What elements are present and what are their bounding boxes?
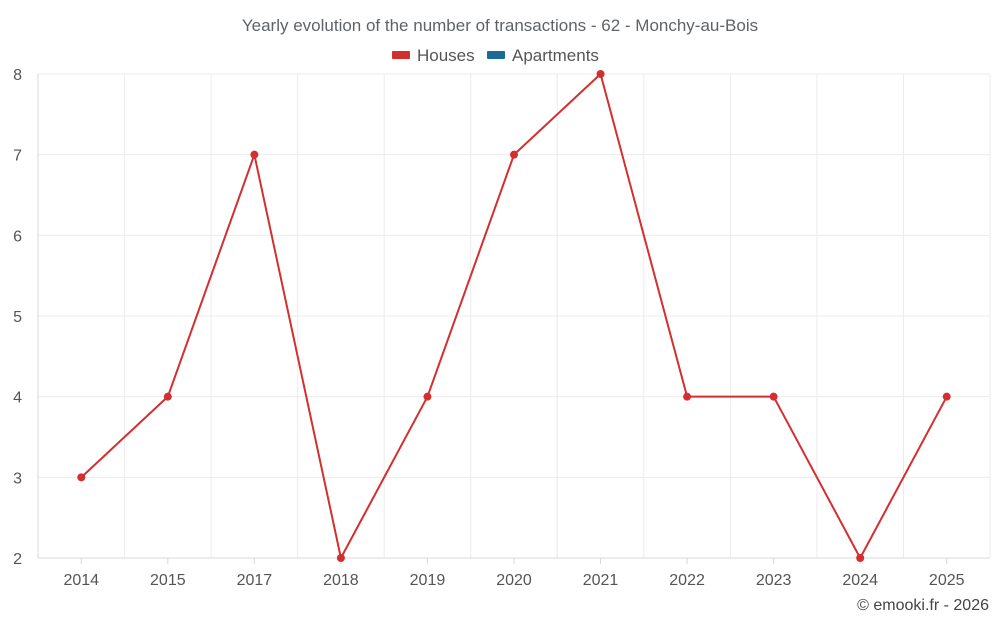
y-tick-label-7: 7: [13, 148, 22, 165]
grid: [37, 73, 991, 558]
x-tick-label-2017: 2017: [237, 572, 273, 589]
legend-item-apartments[interactable]: Apartments: [487, 46, 599, 65]
x-tick-label-2025: 2025: [929, 572, 965, 589]
y-tick-label-3: 3: [13, 470, 22, 487]
y-tick-label-2: 2: [13, 551, 22, 568]
x-tick-label-2019: 2019: [410, 572, 446, 589]
x-tick-label-2022: 2022: [669, 572, 705, 589]
y-tick-label-5: 5: [13, 309, 22, 326]
data-point-houses-2021[interactable]: [596, 70, 605, 78]
data-point-houses-2014[interactable]: [77, 473, 86, 482]
y-tick-labels: 2 3 4 5 6 7 8: [13, 67, 22, 568]
legend-item-houses[interactable]: Houses: [392, 46, 475, 65]
credit-text: © emooki.fr - 2026: [857, 597, 989, 614]
data-point-houses-2019[interactable]: [423, 392, 432, 401]
data-point-houses-2024[interactable]: [856, 554, 865, 562]
x-tick-label-2014: 2014: [63, 572, 99, 589]
x-tick-label-2020: 2020: [496, 572, 532, 589]
data-point-houses-2025[interactable]: [942, 392, 951, 401]
chart-title: Yearly evolution of the number of transa…: [242, 16, 758, 35]
legend-label-apartments: Apartments: [512, 46, 599, 65]
data-point-houses-2017[interactable]: [250, 150, 259, 159]
x-tick-label-2018: 2018: [323, 572, 359, 589]
legend-swatch-apartments: [487, 51, 505, 59]
x-tick-label-2024: 2024: [842, 572, 878, 589]
y-tick-label-8: 8: [13, 67, 22, 84]
data-point-houses-2015[interactable]: [163, 392, 172, 401]
legend-swatch-houses: [392, 51, 410, 59]
data-point-houses-2018[interactable]: [336, 554, 345, 562]
data-point-houses-2020[interactable]: [510, 150, 518, 159]
y-tick-label-4: 4: [13, 390, 22, 407]
series-houses: [77, 70, 951, 562]
y-tick-label-6: 6: [13, 228, 22, 245]
x-tick-labels: 2014 2015 2017 2018 2019 2020 2021 2022 2023 2024…: [63, 572, 964, 589]
data-point-houses-2022[interactable]: [683, 392, 692, 401]
x-tick-label-2023: 2023: [756, 572, 792, 589]
data-point-houses-2023[interactable]: [769, 392, 778, 401]
legend: Houses Apartments: [392, 46, 599, 65]
x-tick-label-2015: 2015: [150, 572, 186, 589]
x-tick-label-2021: 2021: [583, 572, 619, 589]
axes: [37, 74, 990, 564]
legend-label-houses: Houses: [417, 46, 475, 65]
